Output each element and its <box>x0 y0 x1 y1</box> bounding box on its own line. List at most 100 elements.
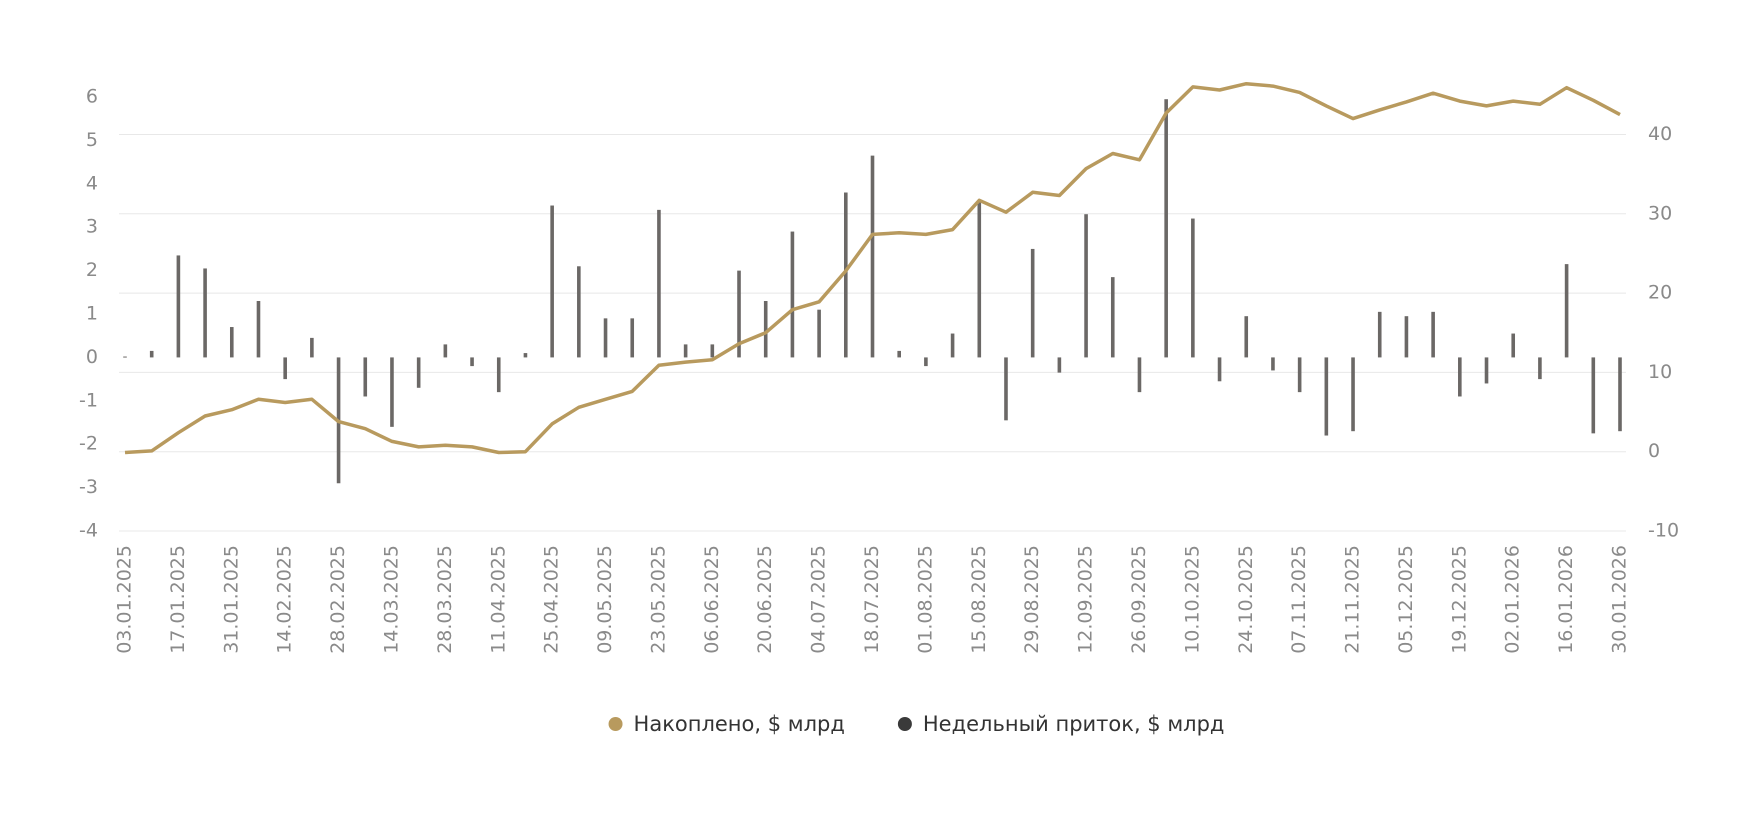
y-tick-label: 4 <box>86 172 98 194</box>
x-tick-label: 05.12.2025 <box>1395 545 1417 654</box>
bar <box>1004 357 1008 421</box>
x-tick-label: 24.10.2025 <box>1235 545 1257 654</box>
y2-tick-label: 20 <box>1648 282 1672 304</box>
x-tick-label: 18.07.2025 <box>861 545 883 654</box>
y-tick-label: 1 <box>86 303 98 325</box>
legend-item: Накоплено, $ млрд <box>608 712 845 736</box>
x-tick-label: 09.05.2025 <box>594 545 616 654</box>
bar <box>550 205 554 358</box>
bar <box>870 155 875 358</box>
bar <box>1431 311 1435 358</box>
x-tick-label: 21.11.2025 <box>1342 545 1364 654</box>
x-tick-label: 04.07.2025 <box>808 545 830 654</box>
bar <box>817 309 821 358</box>
bar <box>1137 357 1142 393</box>
y-tick-label: -3 <box>79 476 98 498</box>
bar <box>1030 248 1035 358</box>
bar <box>630 318 635 358</box>
bar <box>683 344 688 358</box>
bar <box>1564 264 1569 358</box>
x-tick-label: 31.01.2025 <box>220 545 242 654</box>
y2-tick-label: 40 <box>1648 123 1672 145</box>
bar <box>657 209 661 358</box>
bar <box>229 327 234 358</box>
bar <box>1191 218 1195 358</box>
bar <box>256 301 261 358</box>
bar <box>1377 311 1382 358</box>
bar <box>443 344 448 358</box>
x-tick-label: 29.08.2025 <box>1021 545 1043 654</box>
x-tick-label: 15.08.2025 <box>968 545 990 654</box>
bar <box>924 357 928 367</box>
x-tick-label: 01.08.2025 <box>914 545 936 654</box>
bar <box>1484 357 1489 384</box>
bar <box>1244 316 1249 358</box>
bar <box>310 337 314 358</box>
y2-tick-label: -10 <box>1648 520 1679 542</box>
x-tick-label: 28.03.2025 <box>434 545 456 654</box>
x-tick-label: 16.01.2026 <box>1555 545 1577 654</box>
x-tick-label: 12.09.2025 <box>1075 545 1097 654</box>
legend-label: Накоплено, $ млрд <box>634 712 845 736</box>
y-tick-label: 6 <box>86 86 98 108</box>
y-tick-label: -2 <box>79 433 98 455</box>
bar <box>416 357 421 388</box>
y-tick-label: 5 <box>86 129 98 151</box>
bar <box>1297 357 1302 393</box>
x-tick-label: 26.09.2025 <box>1128 545 1150 654</box>
bar <box>176 255 181 358</box>
bar <box>603 318 608 358</box>
y-tick-label: -4 <box>79 520 98 542</box>
bar <box>763 301 768 358</box>
y2-tick-label: 0 <box>1648 440 1660 462</box>
x-tick-label: 07.11.2025 <box>1288 545 1310 654</box>
x-tick-label: 06.06.2025 <box>701 545 723 654</box>
bar <box>496 357 501 393</box>
legend-marker <box>897 717 912 731</box>
bar <box>710 344 715 358</box>
x-tick-label: 10.10.2025 <box>1181 545 1203 654</box>
x-tick-label: 17.01.2025 <box>167 545 189 654</box>
legend: Накоплено, $ млрд Недельный приток, $ млр… <box>608 712 1225 736</box>
bar <box>1110 277 1115 358</box>
x-tick-label: 14.03.2025 <box>380 545 402 654</box>
y2-tick-label: 10 <box>1648 361 1672 383</box>
x-tick-label: 02.01.2026 <box>1502 545 1524 654</box>
x-tick-label: 11.04.2025 <box>487 545 509 654</box>
x-tick-label: 14.02.2025 <box>274 545 296 654</box>
bar <box>790 231 795 358</box>
bar <box>1511 333 1516 358</box>
bar <box>390 357 394 427</box>
bar <box>1271 357 1275 371</box>
y2-tick-label: 30 <box>1648 202 1672 224</box>
bar <box>1057 357 1062 373</box>
bar <box>897 350 901 358</box>
y-tick-label: 3 <box>86 216 98 238</box>
bar <box>1538 357 1542 380</box>
bar <box>844 192 848 358</box>
bar <box>1084 214 1088 358</box>
x-tick-label: 28.02.2025 <box>327 545 349 654</box>
bar <box>1351 357 1355 432</box>
legend-item: Недельный приток, $ млрд <box>897 712 1225 736</box>
bar <box>1404 316 1409 358</box>
line <box>124 81 1621 455</box>
x-tick-label: 30.01.2026 <box>1609 545 1631 654</box>
y-tick-label: 0 <box>86 346 98 368</box>
bar <box>1217 357 1222 382</box>
x-tick-label: 25.04.2025 <box>541 545 563 654</box>
bar <box>1324 357 1329 436</box>
bar <box>203 268 207 358</box>
y-tick-label: 2 <box>86 259 98 281</box>
bar <box>363 357 368 397</box>
legend-label: Недельный приток, $ млрд <box>923 712 1225 736</box>
bar <box>123 356 127 358</box>
bar <box>737 270 741 358</box>
x-tick-label: 23.05.2025 <box>647 545 669 654</box>
x-tick-label: 19.12.2025 <box>1448 545 1470 654</box>
bar <box>1618 357 1622 432</box>
bar <box>1458 357 1462 397</box>
bar <box>1591 357 1596 434</box>
bar <box>523 353 528 358</box>
